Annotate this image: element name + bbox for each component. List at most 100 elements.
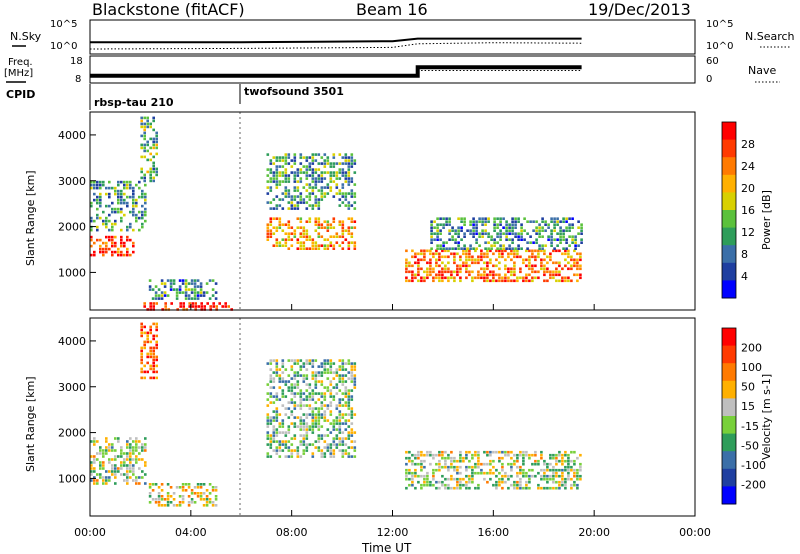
power-cell	[544, 229, 547, 232]
power-cell	[278, 220, 282, 223]
power-cell	[405, 258, 408, 262]
power-cell	[278, 174, 282, 177]
velocity-cell	[420, 462, 423, 466]
power-cell	[308, 204, 312, 207]
velocity-cell	[102, 449, 105, 452]
power-cell	[405, 264, 408, 268]
velocity-cell	[534, 474, 537, 478]
power-cell	[405, 261, 408, 265]
power-cell	[417, 267, 420, 271]
power-cell	[516, 279, 519, 283]
velocity-cell	[531, 468, 534, 472]
power-cell	[568, 223, 571, 226]
velocity-cell	[293, 416, 297, 419]
velocity-cell	[353, 362, 357, 365]
power-cell	[436, 232, 439, 235]
colorbar-swatch	[722, 262, 736, 281]
velocity-cell	[129, 464, 132, 467]
velocity-cell	[423, 459, 426, 463]
power-cell	[338, 198, 342, 201]
cpid-segment-1: rbsp-tau 210	[94, 96, 174, 109]
velocity-cell	[269, 374, 273, 377]
power-cell	[193, 297, 197, 300]
power-cell	[528, 249, 531, 253]
velocity-cell	[284, 440, 288, 443]
power-cell	[114, 235, 117, 239]
power-cell	[423, 252, 426, 256]
power-cell	[152, 137, 155, 141]
power-cell	[184, 294, 188, 297]
power-cell	[496, 223, 499, 226]
power-cell	[314, 244, 318, 247]
velocity-cell	[320, 383, 324, 386]
velocity-cell	[573, 468, 576, 472]
power-cell	[505, 229, 508, 232]
velocity-cell	[102, 455, 105, 458]
velocity-cell	[549, 477, 552, 481]
power-cell	[496, 232, 499, 235]
power-cell	[442, 217, 445, 220]
beam-title: Beam 16	[356, 0, 428, 19]
velocity-cell	[293, 407, 297, 410]
power-cell	[287, 156, 291, 159]
velocity-cell	[522, 474, 525, 478]
velocity-cell	[347, 413, 351, 416]
power-cell	[353, 159, 357, 162]
power-cell	[290, 165, 294, 168]
power-cell	[132, 204, 135, 208]
power-cell	[144, 207, 147, 211]
velocity-cell	[152, 364, 155, 368]
velocity-cell	[320, 452, 324, 455]
power-cell	[496, 247, 499, 250]
power-cell	[143, 131, 146, 135]
y-tick-label: 2000	[58, 427, 86, 440]
power-cell	[272, 217, 276, 220]
velocity-cell	[269, 434, 273, 437]
velocity-cell	[296, 380, 300, 383]
power-cell	[105, 247, 108, 251]
power-cell	[561, 267, 564, 271]
velocity-cell	[567, 474, 570, 478]
velocity-cell	[414, 462, 417, 466]
velocity-cell	[299, 416, 303, 419]
power-cell	[445, 217, 448, 220]
velocity-cell	[465, 483, 468, 487]
power-cell	[149, 158, 152, 162]
velocity-cell	[335, 392, 339, 395]
power-cell	[140, 122, 143, 126]
power-cell	[570, 258, 573, 262]
power-cell	[320, 174, 324, 177]
velocity-cell	[480, 468, 483, 472]
velocity-cell	[129, 476, 132, 479]
power-cell	[287, 232, 291, 235]
power-cell	[414, 255, 417, 259]
velocity-cell	[140, 361, 143, 365]
power-cell	[481, 217, 484, 220]
power-cell	[187, 297, 191, 300]
power-cell	[405, 249, 408, 253]
velocity-cell	[570, 459, 573, 463]
velocity-cell	[317, 410, 321, 413]
power-cell	[152, 305, 155, 308]
velocity-cell	[564, 483, 567, 487]
velocity-cell	[181, 495, 185, 498]
power-cell	[498, 255, 501, 259]
velocity-cell	[570, 483, 573, 487]
power-cell	[576, 273, 579, 277]
power-cell	[459, 255, 462, 259]
power-cell	[323, 220, 327, 223]
velocity-cell	[149, 346, 152, 350]
power-cell	[350, 153, 354, 156]
power-cell	[341, 156, 345, 159]
power-cell	[347, 241, 351, 244]
velocity-cell	[269, 446, 273, 449]
power-cell	[547, 235, 550, 238]
velocity-cell	[561, 477, 564, 481]
velocity-cell	[284, 431, 288, 434]
power-cell	[499, 244, 502, 247]
power-cell	[426, 270, 429, 274]
velocity-cell	[432, 477, 435, 481]
noise-panel: N.Sky 10^5 10^0 10^5 10^0 N.Search	[10, 19, 795, 55]
power-cell	[511, 247, 514, 250]
velocity-cell	[552, 474, 555, 478]
